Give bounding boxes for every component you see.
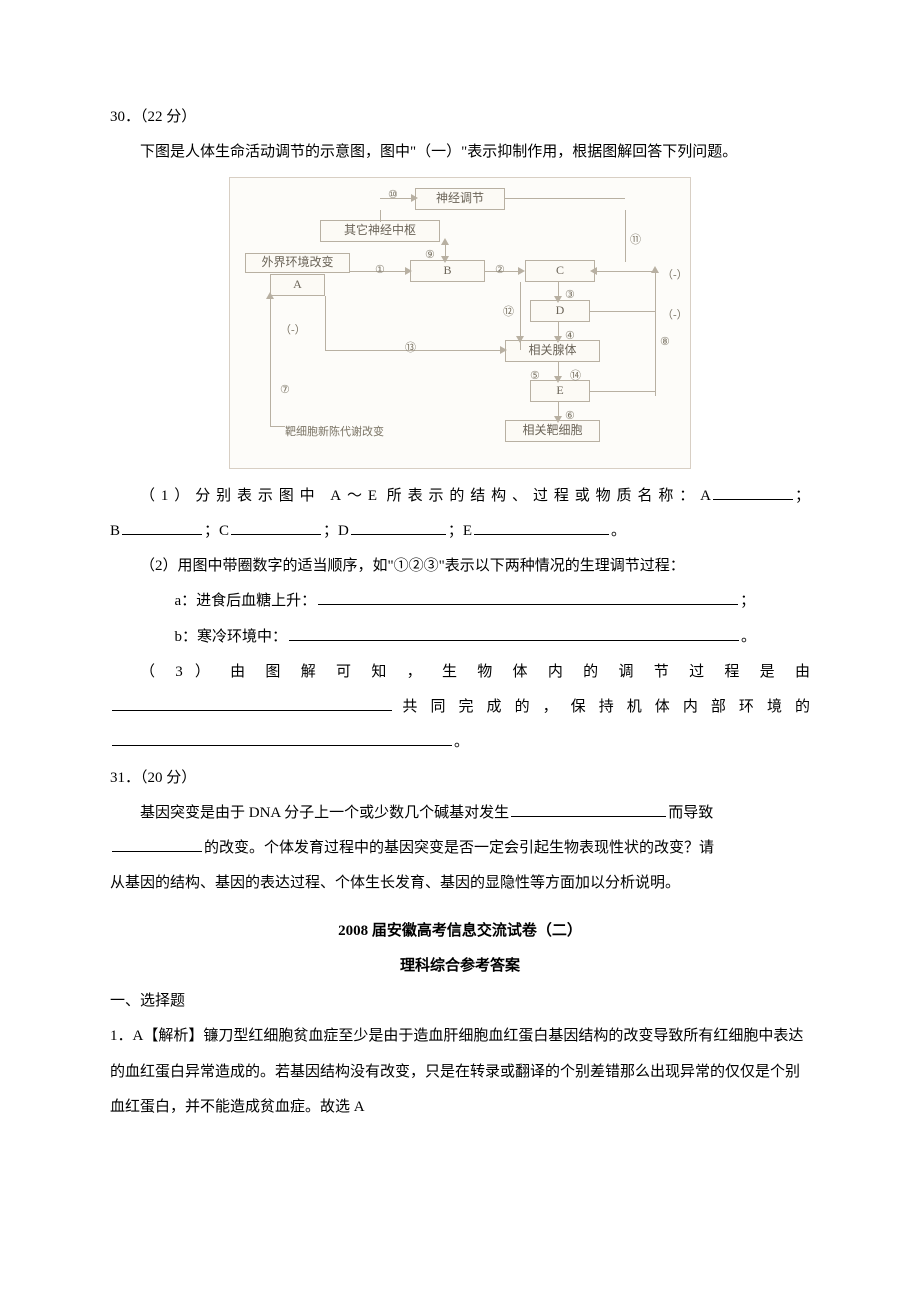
blank-a <box>318 589 738 605</box>
text: B <box>110 523 120 539</box>
arrow-other-B <box>441 256 449 263</box>
q31-line3: 从基因的结构、基因的表达过程、个体生长发育、基因的显隐性等方面加以分析说明。 <box>110 866 810 901</box>
arrow-B-C <box>518 267 525 275</box>
lbl-12: ⑫ <box>503 300 514 326</box>
answers-a1: 1．A【解析】镰刀型红细胞贫血症至少是由于造血肝细胞血红蛋白基因结构的改变导致所… <box>110 1019 810 1125</box>
arrow-10 <box>411 194 418 202</box>
q30-sub1-line2: B ；C ；D ；E 。 <box>110 514 810 549</box>
node-metab: 靶细胞新陈代谢改变 <box>285 420 384 446</box>
answers-sec1: 一、选择题 <box>110 984 810 1019</box>
arrow-E-target <box>554 416 562 423</box>
arrow-A-B <box>405 267 412 275</box>
lbl-minus-3: （-） <box>280 318 306 344</box>
text: 。 <box>611 523 626 539</box>
node-A: A <box>270 274 325 296</box>
q31-line1: 基因突变是由于 DNA 分子上一个或少数几个碱基对发生 而导致 <box>110 796 810 831</box>
line-7-v <box>270 296 271 426</box>
arrow-C-D <box>554 296 562 303</box>
blank-31b <box>112 836 202 852</box>
arrow-B-other <box>441 238 449 245</box>
line-right-top <box>595 271 655 272</box>
line-nerv-C-v <box>625 210 626 262</box>
node-external: 外界环境改变 <box>245 253 350 273</box>
text: 的改变。个体发育过程中的基因突变是否一定会引起生物表现性状的改变？请 <box>204 840 714 856</box>
blank-31a <box>511 801 666 817</box>
node-D: D <box>530 300 590 322</box>
line-A-down13 <box>325 296 326 350</box>
blank-A <box>713 484 793 500</box>
q30-intro: 下图是人体生命活动调节的示意图，图中"（一）"表示抑制作用，根据图解回答下列问题… <box>110 135 810 170</box>
q31-head: 31．（20 分） <box>110 761 810 796</box>
line-nerv-top <box>505 198 625 199</box>
text: 。 <box>741 629 756 645</box>
text: （1）分别表示图中 A～E 所表示的结构、过程或物质名称：A <box>140 488 711 504</box>
text: 而导致 <box>668 805 713 821</box>
line-right-feedback <box>655 271 656 396</box>
q30-sub1-line1: （1）分别表示图中 A～E 所表示的结构、过程或物质名称：A ； <box>110 479 810 514</box>
lbl-4: ④ <box>565 324 575 350</box>
q30-sub2a: a：进食后血糖上升： ； <box>110 584 810 619</box>
arrow-12 <box>516 336 524 343</box>
answers-title2: 理科综合参考答案 <box>110 949 810 984</box>
text: 基因突变是由于 DNA 分子上一个或少数几个碱基对发生 <box>140 805 509 821</box>
lbl-6: ⑥ <box>565 404 575 430</box>
blank-E <box>474 519 609 535</box>
arrow-gland-E <box>554 376 562 383</box>
q30-sub3-line2: 共 同 完 成 的 ， 保 持 机 体 内 部 环 境 的 <box>110 690 810 725</box>
arrow-8-up <box>651 266 659 273</box>
arrow-7-up <box>266 292 274 299</box>
line-right-E <box>590 391 655 392</box>
blank-D <box>351 519 446 535</box>
lbl-13: ⑬ <box>405 336 416 362</box>
blank-b <box>289 625 739 641</box>
lbl-5: ⑤ <box>530 364 540 390</box>
text: ；C <box>204 523 229 539</box>
blank-3a <box>112 695 392 711</box>
diagram: 神经调节 其它神经中枢 外界环境改变 A B C D 相关腺体 E 相关靶细胞 … <box>229 177 691 469</box>
line-other-up <box>380 210 381 222</box>
lbl-7: ⑦ <box>280 378 290 404</box>
text: a：进食后血糖上升： <box>175 593 317 609</box>
node-nervereg: 神经调节 <box>415 188 505 210</box>
q31-line2: 的改变。个体发育过程中的基因突变是否一定会引起生物表现性状的改变？请 <box>110 831 810 866</box>
lbl-minus-2: （-） <box>662 303 688 329</box>
text: ；D <box>323 523 349 539</box>
arrow-13 <box>500 346 507 354</box>
line-right-D <box>590 311 655 312</box>
arrow-D-gland <box>554 336 562 343</box>
node-C: C <box>525 260 595 282</box>
lbl-2: ② <box>495 258 505 284</box>
q30-sub3-line1: （ 3 ） 由 图 解 可 知 ， 生 物 体 内 的 调 节 过 程 是 由 <box>110 655 810 690</box>
node-target: 相关靶细胞 <box>505 420 600 442</box>
node-B: B <box>410 260 485 282</box>
lbl-minus-1: （-） <box>662 263 688 289</box>
lbl-9: ⑨ <box>425 243 435 269</box>
lbl-10: ⑩ <box>388 183 398 209</box>
blank-3b <box>112 730 452 746</box>
blank-B <box>122 519 202 535</box>
line-7-h <box>270 426 285 427</box>
lbl-3: ③ <box>565 283 575 309</box>
lbl-8: ⑧ <box>660 330 670 356</box>
q30-sub2b: b：寒冷环境中： 。 <box>110 620 810 655</box>
lbl-14: ⑭ <box>570 364 581 390</box>
text: b：寒冷环境中： <box>175 629 288 645</box>
text: ； <box>740 593 755 609</box>
answers-title1: 2008 届安徽高考信息交流试卷（二） <box>110 914 810 949</box>
text: ； <box>795 488 810 504</box>
lbl-1: ① <box>375 258 385 284</box>
text: 共 同 完 成 的 ， 保 持 机 体 内 部 环 境 的 <box>394 699 810 715</box>
text: 。 <box>454 734 469 750</box>
q30-sub2: （2）用图中带圈数字的适当顺序，如"①②③"表示以下两种情况的生理调节过程： <box>110 549 810 584</box>
text: ；E <box>448 523 472 539</box>
document-page: 30．（22 分） 下图是人体生命活动调节的示意图，图中"（一）"表示抑制作用，… <box>0 0 920 1185</box>
node-othercenter: 其它神经中枢 <box>320 220 440 242</box>
q30-head: 30．（22 分） <box>110 100 810 135</box>
blank-C <box>231 519 321 535</box>
q30-sub3-line3: 。 <box>110 725 810 760</box>
lbl-11: ⑪ <box>630 228 641 254</box>
